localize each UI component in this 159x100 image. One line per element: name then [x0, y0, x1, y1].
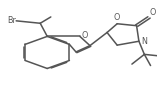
- Text: Br: Br: [7, 16, 16, 25]
- Text: O: O: [150, 8, 156, 17]
- Text: N: N: [142, 37, 148, 46]
- Text: O: O: [113, 13, 120, 22]
- Text: O: O: [82, 31, 88, 40]
